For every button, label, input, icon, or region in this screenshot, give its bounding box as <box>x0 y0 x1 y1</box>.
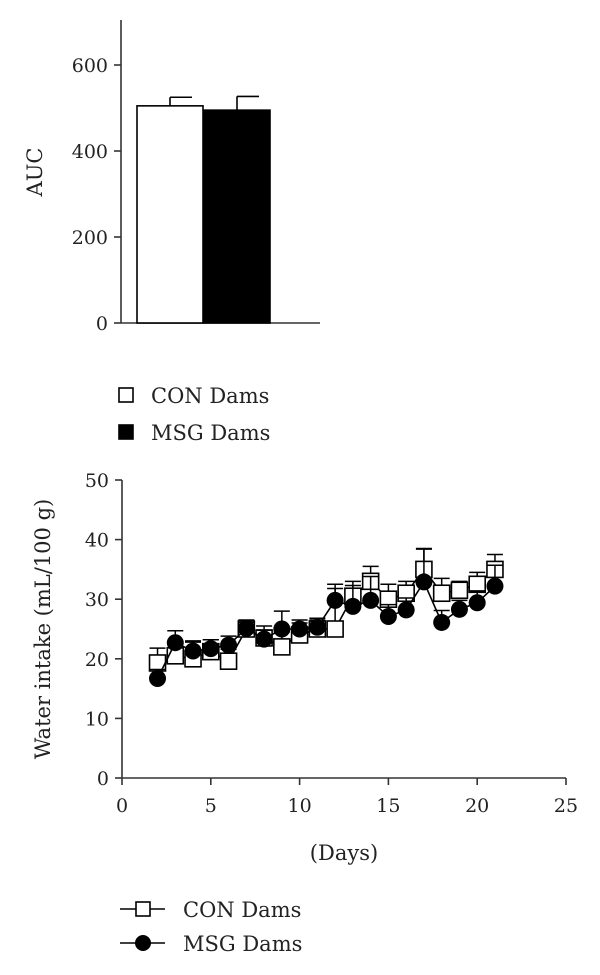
line-y-ticks: 0 10 20 30 40 50 <box>85 470 122 790</box>
line-series <box>148 547 504 687</box>
line-legend-marker-con <box>135 901 151 917</box>
line-legend-label-msg: MSG Dams <box>183 932 302 956</box>
point-msg <box>291 620 309 638</box>
point-msg <box>184 642 202 660</box>
bar-legend-label-con: CON Dams <box>151 384 269 408</box>
bar-msg <box>203 109 271 324</box>
point-msg <box>326 591 344 609</box>
point-con <box>219 652 238 670</box>
line-x-tick-label: 0 <box>116 795 128 817</box>
point-msg <box>166 634 184 652</box>
point-msg <box>149 669 167 687</box>
point-con <box>273 638 291 656</box>
point-msg <box>468 594 486 612</box>
bar-y-ticks: 0 200 400 600 <box>72 55 121 335</box>
line-x-ticks: 0 5 10 15 20 25 <box>116 778 578 817</box>
bar-y-axis-label: AUC <box>23 148 47 198</box>
series-con <box>148 547 504 672</box>
point-con <box>468 575 487 594</box>
line-x-tick-label: 5 <box>205 795 217 817</box>
line-y-tick-label: 10 <box>85 708 109 730</box>
point-msg <box>273 620 291 638</box>
point-msg <box>379 607 397 625</box>
bar-chart: 0 200 400 600 AUC <box>23 20 320 335</box>
line-x-tick-label: 15 <box>376 795 400 817</box>
line-y-axis-label: Water intake (mL/100 g) <box>31 499 55 759</box>
point-msg <box>433 613 451 631</box>
point-msg <box>220 636 238 654</box>
point-msg <box>344 597 362 615</box>
bar-legend-marker-con <box>118 387 134 403</box>
point-msg <box>308 618 326 636</box>
bar-legend-marker-msg <box>118 424 134 440</box>
line-y-tick-label: 40 <box>85 530 109 552</box>
point-msg <box>255 630 273 648</box>
point-con <box>450 581 469 600</box>
line-y-tick-label: 50 <box>85 470 109 492</box>
bar-legend-label-msg: MSG Dams <box>151 421 270 445</box>
bar-y-tick-label: 400 <box>72 141 108 163</box>
line-y-tick-label: 20 <box>85 649 109 671</box>
bar-con <box>136 105 204 324</box>
point-msg <box>237 619 255 637</box>
line-legend-marker-msg <box>135 935 151 951</box>
bars <box>136 95 271 324</box>
line-y-tick-label: 30 <box>85 589 109 611</box>
bar-y-tick-label: 0 <box>96 313 108 335</box>
line-chart: 0 10 20 30 40 50 0 5 10 15 20 25 Water intake (mL/… <box>31 470 578 865</box>
point-con <box>326 620 344 638</box>
bar-y-tick-label: 200 <box>72 227 108 249</box>
line-x-axis-label: (Days) <box>310 841 378 865</box>
line-x-tick-label: 10 <box>288 795 312 817</box>
point-msg <box>450 600 468 618</box>
point-msg <box>362 591 380 609</box>
series-msg <box>149 548 504 687</box>
line-x-tick-label: 20 <box>465 795 489 817</box>
bar-legend: CON Dams MSG Dams <box>118 384 270 445</box>
line-legend: CON Dams MSG Dams <box>120 898 302 956</box>
line-x-tick-label: 25 <box>554 795 578 817</box>
point-msg <box>397 601 415 619</box>
point-msg <box>486 577 504 595</box>
bar-y-tick-label: 600 <box>72 55 108 77</box>
line-y-tick-label: 0 <box>97 768 109 790</box>
line-legend-label-con: CON Dams <box>183 898 301 922</box>
point-msg <box>202 640 220 658</box>
point-con <box>432 584 451 603</box>
point-msg <box>415 573 433 591</box>
